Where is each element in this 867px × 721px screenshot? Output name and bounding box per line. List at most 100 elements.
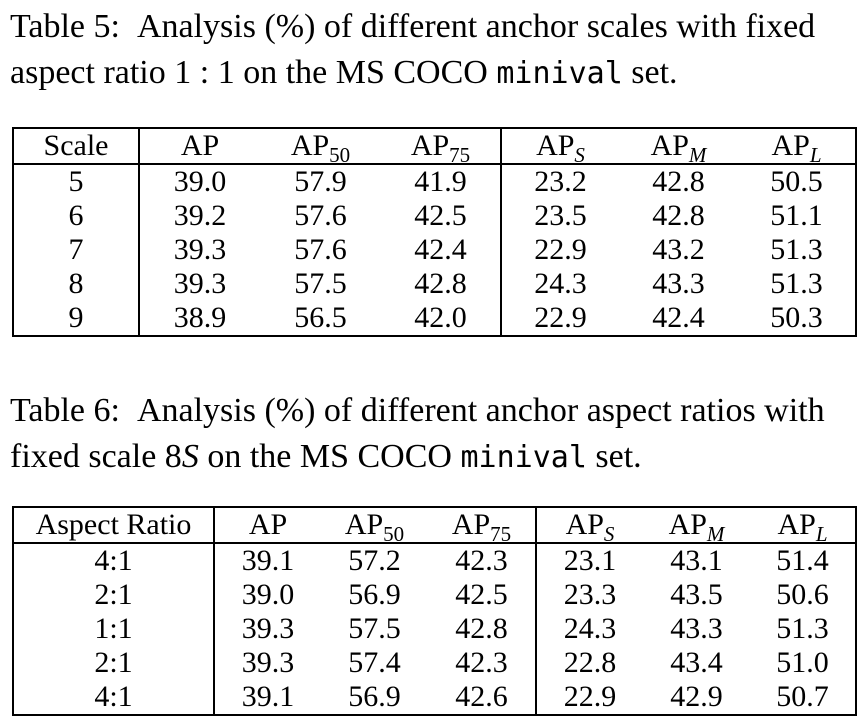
column-header-apl: APL	[750, 507, 856, 543]
table-cell: 43.5	[670, 578, 723, 611]
header-label: AP	[290, 129, 330, 162]
table-cell: 57.2	[348, 544, 401, 577]
table-cell: 39.3	[213, 612, 321, 646]
table-cell: 8	[68, 267, 84, 300]
column-header-aps: APS	[535, 507, 643, 544]
caption-text: set.	[586, 438, 642, 475]
table6-anchor-aspect-ratios: Aspect Ratio AP AP50 AP75 APS APM APL 4:1 39.1 57…	[12, 506, 857, 716]
table5-caption: Table 5: Analysis (%) of different ancho…	[10, 4, 864, 96]
table-cell: 42.6	[455, 680, 508, 713]
table5-anchor-scales: Scale AP AP50 AP75 APS APM APL 5 39.0 57.9 41.9 23.…	[12, 127, 857, 337]
header-label: AP	[451, 508, 491, 541]
table-row: 2:1 39.3 57.4 42.3 22.8 43.4 51.0	[13, 646, 856, 680]
caption-text: on the MS COCO	[198, 438, 461, 475]
table-cell: 51.1	[770, 199, 823, 232]
table-cell: 22.8	[535, 646, 643, 680]
column-header-ap75: AP75	[381, 128, 501, 164]
table-cell: 23.5	[500, 199, 619, 233]
header-label: AP	[180, 129, 220, 162]
table-cell: 43.2	[652, 233, 705, 266]
column-header-ap: AP	[213, 507, 321, 543]
header-label: AP	[410, 129, 450, 162]
table-cell: 50.6	[776, 578, 829, 611]
table-cell: 43.3	[670, 612, 723, 645]
table-cell: 39.3	[138, 267, 260, 301]
table-cell: 39.0	[138, 164, 260, 199]
table-cell: 39.3	[213, 646, 321, 680]
header-row: Aspect Ratio AP AP50 AP75 APS APM APL	[13, 507, 856, 543]
header-label: AP	[344, 508, 384, 541]
column-header-apm: APM	[619, 128, 738, 164]
column-header-aspect-ratio: Aspect Ratio	[13, 507, 214, 543]
table-cell: 56.9	[348, 680, 401, 713]
table-cell: 39.1	[213, 680, 321, 715]
table-cell: 9	[68, 301, 84, 334]
table-row: 9 38.9 56.5 42.0 22.9 42.4 50.3	[13, 301, 856, 336]
table-cell: 57.6	[294, 199, 347, 232]
table-cell: 39.3	[138, 233, 260, 267]
header-subscript: M	[706, 522, 725, 544]
caption-text: S	[181, 438, 199, 475]
table-cell: 57.5	[348, 612, 401, 645]
table-cell: 38.9	[138, 301, 260, 336]
table-cell: 42.0	[414, 301, 467, 334]
header-label: Aspect Ratio	[35, 508, 192, 541]
table-row: 7 39.3 57.6 42.4 22.9 43.2 51.3	[13, 233, 856, 267]
table-cell: 42.5	[455, 578, 508, 611]
header-label: AP	[248, 508, 288, 541]
table-cell: 39.2	[138, 199, 260, 233]
table-cell: 57.9	[294, 165, 347, 198]
table-cell: 42.4	[652, 301, 705, 334]
column-header-apm: APM	[643, 507, 750, 543]
table-cell: 42.8	[652, 199, 705, 232]
header-label: AP	[650, 129, 689, 162]
header-subscript: 75	[490, 522, 512, 544]
caption-line: Table 5: Analysis (%) of different ancho…	[10, 4, 864, 50]
table-cell: 51.3	[776, 612, 829, 645]
caption-line: Table 6: Analysis (%) of different ancho…	[10, 388, 864, 434]
table-cell: 39.0	[213, 578, 321, 612]
caption-line: aspect ratio 1 : 1 on the MS COCO miniva…	[10, 50, 864, 96]
table-cell: 51.0	[776, 646, 829, 679]
table-cell: 23.2	[500, 164, 619, 199]
table-cell: 43.3	[652, 267, 705, 300]
table-cell: 23.1	[535, 543, 643, 578]
table-row: 5 39.0 57.9 41.9 23.2 42.8 50.5	[13, 164, 856, 199]
column-header-ap50: AP50	[321, 507, 428, 543]
table-row: 2:1 39.0 56.9 42.5 23.3 43.5 50.6	[13, 578, 856, 612]
table-cell: 39.1	[213, 543, 321, 578]
table-cell: 42.5	[414, 199, 467, 232]
table-cell: 4:1	[94, 680, 133, 713]
header-label: AP	[668, 508, 707, 541]
table-row: 8 39.3 57.5 42.8 24.3 43.3 51.3	[13, 267, 856, 301]
table-cell: 22.9	[500, 301, 619, 336]
table-cell: 43.1	[670, 544, 723, 577]
header-label: AP	[771, 129, 810, 162]
column-header-ap75: AP75	[428, 507, 536, 543]
table6-caption: Table 6: Analysis (%) of different ancho…	[10, 388, 864, 480]
table-cell: 22.9	[535, 680, 643, 715]
header-subscript: S	[574, 143, 585, 165]
caption-text: minival	[496, 56, 623, 91]
table-cell: 42.8	[455, 612, 508, 645]
table-row: 4:1 39.1 57.2 42.3 23.1 43.1 51.4	[13, 543, 856, 578]
table-row: 1:1 39.3 57.5 42.8 24.3 43.3 51.3	[13, 612, 856, 646]
table-cell: 22.9	[500, 233, 619, 267]
table-cell: 51.3	[770, 233, 823, 266]
caption-text: minival	[460, 440, 587, 475]
table-cell: 57.4	[348, 646, 401, 679]
table-cell: 1:1	[94, 612, 133, 645]
header-subscript: S	[603, 522, 615, 544]
header-subscript: L	[809, 143, 822, 165]
table-cell: 2:1	[94, 578, 133, 611]
table-cell: 24.3	[500, 267, 619, 301]
table-cell: 42.3	[455, 544, 508, 577]
caption-text: fixed scale 8	[10, 438, 182, 475]
table-cell: 42.8	[414, 267, 467, 300]
header-subscript: 50	[383, 522, 405, 544]
caption-line: fixed scale 8S on the MS COCO minival se…	[10, 434, 864, 480]
table-cell: 51.3	[770, 267, 823, 300]
column-header-scale: Scale	[13, 128, 139, 164]
header-subscript: 75	[449, 143, 471, 165]
table-cell: 4:1	[94, 544, 133, 577]
